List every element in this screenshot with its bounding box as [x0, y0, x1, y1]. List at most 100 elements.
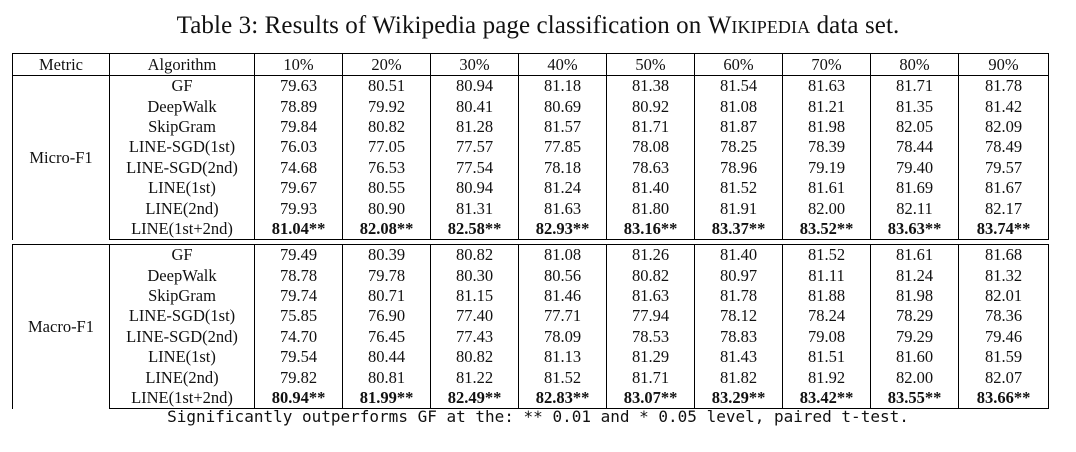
- header-cell: 80%: [870, 53, 959, 76]
- value-cell: 78.39: [782, 137, 871, 158]
- value-cell: 83.55**: [870, 387, 959, 410]
- table-row: Macro-F1 GF 79.49 80.39 80.82 81.08 81.26 81.40…: [12, 244, 1049, 409]
- value-cell: 81.42: [958, 96, 1049, 117]
- value-cell: 78.83: [694, 326, 783, 348]
- value-cell: 79.63: [254, 75, 343, 97]
- value-cell: 81.87: [694, 116, 783, 138]
- metric-cell: Macro-F1: [12, 244, 110, 409]
- algorithm-cell: LINE-SGD(2nd): [109, 157, 255, 178]
- value-cell: 81.60: [870, 347, 959, 368]
- value-cell: 81.43: [694, 347, 783, 368]
- value-cell: 81.80: [606, 198, 695, 219]
- value-cell: 78.36: [958, 306, 1049, 327]
- algorithm-cell: LINE(2nd): [109, 367, 255, 388]
- algorithm-cell: LINE(2nd): [109, 198, 255, 219]
- value-cell: 76.03: [254, 137, 343, 158]
- value-cell: 77.57: [430, 137, 519, 158]
- header-cell: Algorithm: [109, 53, 255, 76]
- value-cell: 80.94**: [254, 387, 343, 410]
- value-cell: 79.29: [870, 326, 959, 348]
- header-cell: 30%: [430, 53, 519, 76]
- value-cell: 81.59: [958, 347, 1049, 368]
- caption-prefix: Table 3: Results of Wikipedia page class…: [176, 12, 708, 39]
- value-cell: 81.51: [782, 347, 871, 368]
- value-cell: 80.71: [342, 285, 431, 307]
- value-cell: 80.94: [430, 75, 519, 97]
- value-cell: 81.69: [870, 177, 959, 199]
- value-cell: 80.82: [430, 244, 519, 266]
- value-cell: 79.92: [342, 96, 431, 117]
- value-cell: 82.00: [782, 198, 871, 219]
- value-cell: 78.09: [518, 326, 607, 348]
- value-cell: 80.97: [694, 265, 783, 286]
- table-row: LINE-SGD(1st) 75.85 76.90 77.40 77.71 77.94 78…: [13, 306, 1049, 327]
- value-cell: 82.00: [870, 367, 959, 388]
- value-cell: 74.68: [254, 157, 343, 178]
- value-cell: 81.24: [870, 265, 959, 286]
- value-cell: 80.41: [430, 96, 519, 117]
- table-row: SkipGram 79.74 80.71 81.15 81.46 81.63 81.78 81…: [13, 285, 1049, 307]
- value-cell: 81.88: [782, 285, 871, 307]
- value-cell: 81.82: [694, 367, 783, 388]
- value-cell: 83.74**: [958, 218, 1049, 241]
- value-cell: 81.32: [958, 265, 1049, 286]
- value-cell: 83.66**: [958, 387, 1049, 410]
- value-cell: 78.18: [518, 157, 607, 178]
- value-cell: 80.82: [342, 116, 431, 138]
- value-cell: 78.49: [958, 137, 1049, 158]
- value-cell: 81.71: [606, 116, 695, 138]
- value-cell: 83.29**: [694, 387, 783, 410]
- value-cell: 81.35: [870, 96, 959, 117]
- value-cell: 77.43: [430, 326, 519, 348]
- value-cell: 77.40: [430, 306, 519, 327]
- value-cell: 81.40: [606, 177, 695, 199]
- value-cell: 77.54: [430, 157, 519, 178]
- header-cell: 90%: [958, 53, 1049, 76]
- value-cell: 81.29: [606, 347, 695, 368]
- table-caption: Table 3: Results of Wikipedia page class…: [0, 12, 1076, 40]
- results-table: Metric Algorithm 10% 20% 30% 40% 50% 60%…: [12, 53, 1049, 410]
- value-cell: 82.07: [958, 367, 1049, 388]
- value-cell: 82.08**: [342, 218, 431, 241]
- value-cell: 81.52: [518, 367, 607, 388]
- value-cell: 82.05: [870, 116, 959, 138]
- value-cell: 80.82: [430, 347, 519, 368]
- value-cell: 79.67: [254, 177, 343, 199]
- value-cell: 79.46: [958, 326, 1049, 348]
- value-cell: 78.24: [782, 306, 871, 327]
- value-cell: 81.71: [870, 75, 959, 97]
- value-cell: 81.18: [518, 75, 607, 97]
- table-row: LINE(1st+2nd) 81.04** 82.08** 82.58** 82.93*…: [13, 218, 1049, 241]
- algorithm-cell: SkipGram: [109, 116, 255, 138]
- header-cell: 20%: [342, 53, 431, 76]
- table-row: SkipGram 79.84 80.82 81.28 81.57 81.71 81.87 81…: [13, 116, 1049, 138]
- value-cell: 80.69: [518, 96, 607, 117]
- value-cell: 78.53: [606, 326, 695, 348]
- header-cell: 60%: [694, 53, 783, 76]
- algorithm-cell: DeepWalk: [109, 96, 255, 117]
- value-cell: 82.58**: [430, 218, 519, 241]
- value-cell: 81.61: [870, 244, 959, 266]
- caption-suffix: data set.: [810, 12, 900, 39]
- value-cell: 78.96: [694, 157, 783, 178]
- value-cell: 80.81: [342, 367, 431, 388]
- value-cell: 79.19: [782, 157, 871, 178]
- value-cell: 80.30: [430, 265, 519, 286]
- value-cell: 77.05: [342, 137, 431, 158]
- value-cell: 78.12: [694, 306, 783, 327]
- value-cell: 76.90: [342, 306, 431, 327]
- value-cell: 81.21: [782, 96, 871, 117]
- value-cell: 81.28: [430, 116, 519, 138]
- value-cell: 82.17: [958, 198, 1049, 219]
- algorithm-cell: LINE(1st+2nd): [109, 387, 255, 410]
- value-cell: 82.83**: [518, 387, 607, 410]
- value-cell: 83.42**: [782, 387, 871, 410]
- value-cell: 79.08: [782, 326, 871, 348]
- value-cell: 81.98: [870, 285, 959, 307]
- value-cell: 77.85: [518, 137, 607, 158]
- value-cell: 81.61: [782, 177, 871, 199]
- value-cell: 78.63: [606, 157, 695, 178]
- value-cell: 80.82: [606, 265, 695, 286]
- value-cell: 81.52: [694, 177, 783, 199]
- value-cell: 81.57: [518, 116, 607, 138]
